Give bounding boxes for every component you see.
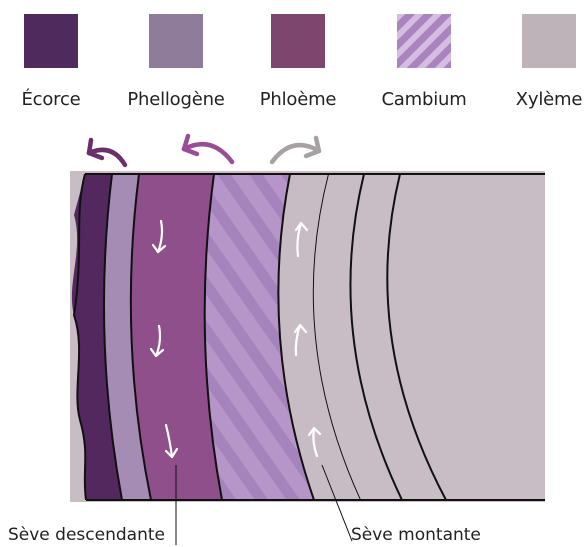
legend-item-ecorce: Écorce bbox=[0, 14, 106, 110]
legend-item-xyleme: Xylème bbox=[494, 14, 585, 110]
legend-label-xyleme: Xylème bbox=[515, 89, 583, 110]
ascending-sap-arrows bbox=[293, 221, 322, 458]
legend-swatch-xyleme bbox=[522, 14, 576, 68]
legend-swatch-ecorce bbox=[24, 14, 78, 68]
curved-arrow-right-icon bbox=[269, 135, 322, 165]
descending-sap-arrows bbox=[149, 219, 179, 459]
legend-item-cambium: Cambium bbox=[369, 14, 479, 110]
descending-sap-label: Sève descendante bbox=[8, 525, 165, 545]
ascending-sap-label: Sève montante bbox=[351, 525, 481, 545]
legend-swatch-phloeme bbox=[271, 14, 325, 68]
cambium-layer bbox=[204, 174, 314, 500]
up-arrow-icon bbox=[294, 221, 309, 258]
legend-label-phloeme: Phloème bbox=[259, 89, 337, 110]
legend-item-phloeme: Phloème bbox=[243, 14, 353, 110]
xylem-ring-2 bbox=[311, 173, 361, 501]
down-arrow-icon bbox=[149, 324, 165, 358]
curved-arrow-left-icon bbox=[86, 137, 128, 168]
legend-swatch-cambium bbox=[397, 14, 451, 68]
down-arrow-icon bbox=[164, 423, 179, 459]
xylem-growth-rings bbox=[311, 173, 447, 501]
curved-arrow-left-icon bbox=[181, 133, 235, 165]
phloeme-layer bbox=[130, 174, 222, 500]
legend-label-ecorce: Écorce bbox=[21, 89, 81, 110]
xylem-ring-3 bbox=[349, 173, 403, 501]
legend: Écorce Phellogène Phloème Cambium Xylème bbox=[0, 0, 585, 120]
down-arrow-icon bbox=[151, 219, 167, 254]
legend-label-phellogene: Phellogène bbox=[127, 89, 225, 110]
up-arrow-icon bbox=[293, 323, 308, 357]
ecorce-boundary bbox=[103, 173, 123, 501]
xylem-ring-4 bbox=[386, 173, 447, 501]
bark-rough-edge bbox=[72, 173, 87, 501]
ascending-sap-pointer bbox=[321, 464, 353, 542]
cambium-boundary bbox=[277, 173, 315, 501]
layer-boundaries bbox=[72, 173, 545, 501]
phellogene-boundary bbox=[129, 173, 152, 501]
legend-swatch-phellogene bbox=[149, 14, 203, 68]
legend-item-phellogene: Phellogène bbox=[121, 14, 231, 110]
phellogene-layer bbox=[104, 174, 151, 500]
phloeme-boundary bbox=[203, 173, 223, 501]
legend-label-cambium: Cambium bbox=[381, 89, 467, 110]
up-arrow-icon bbox=[307, 426, 322, 458]
growth-direction-arrows bbox=[86, 133, 322, 168]
